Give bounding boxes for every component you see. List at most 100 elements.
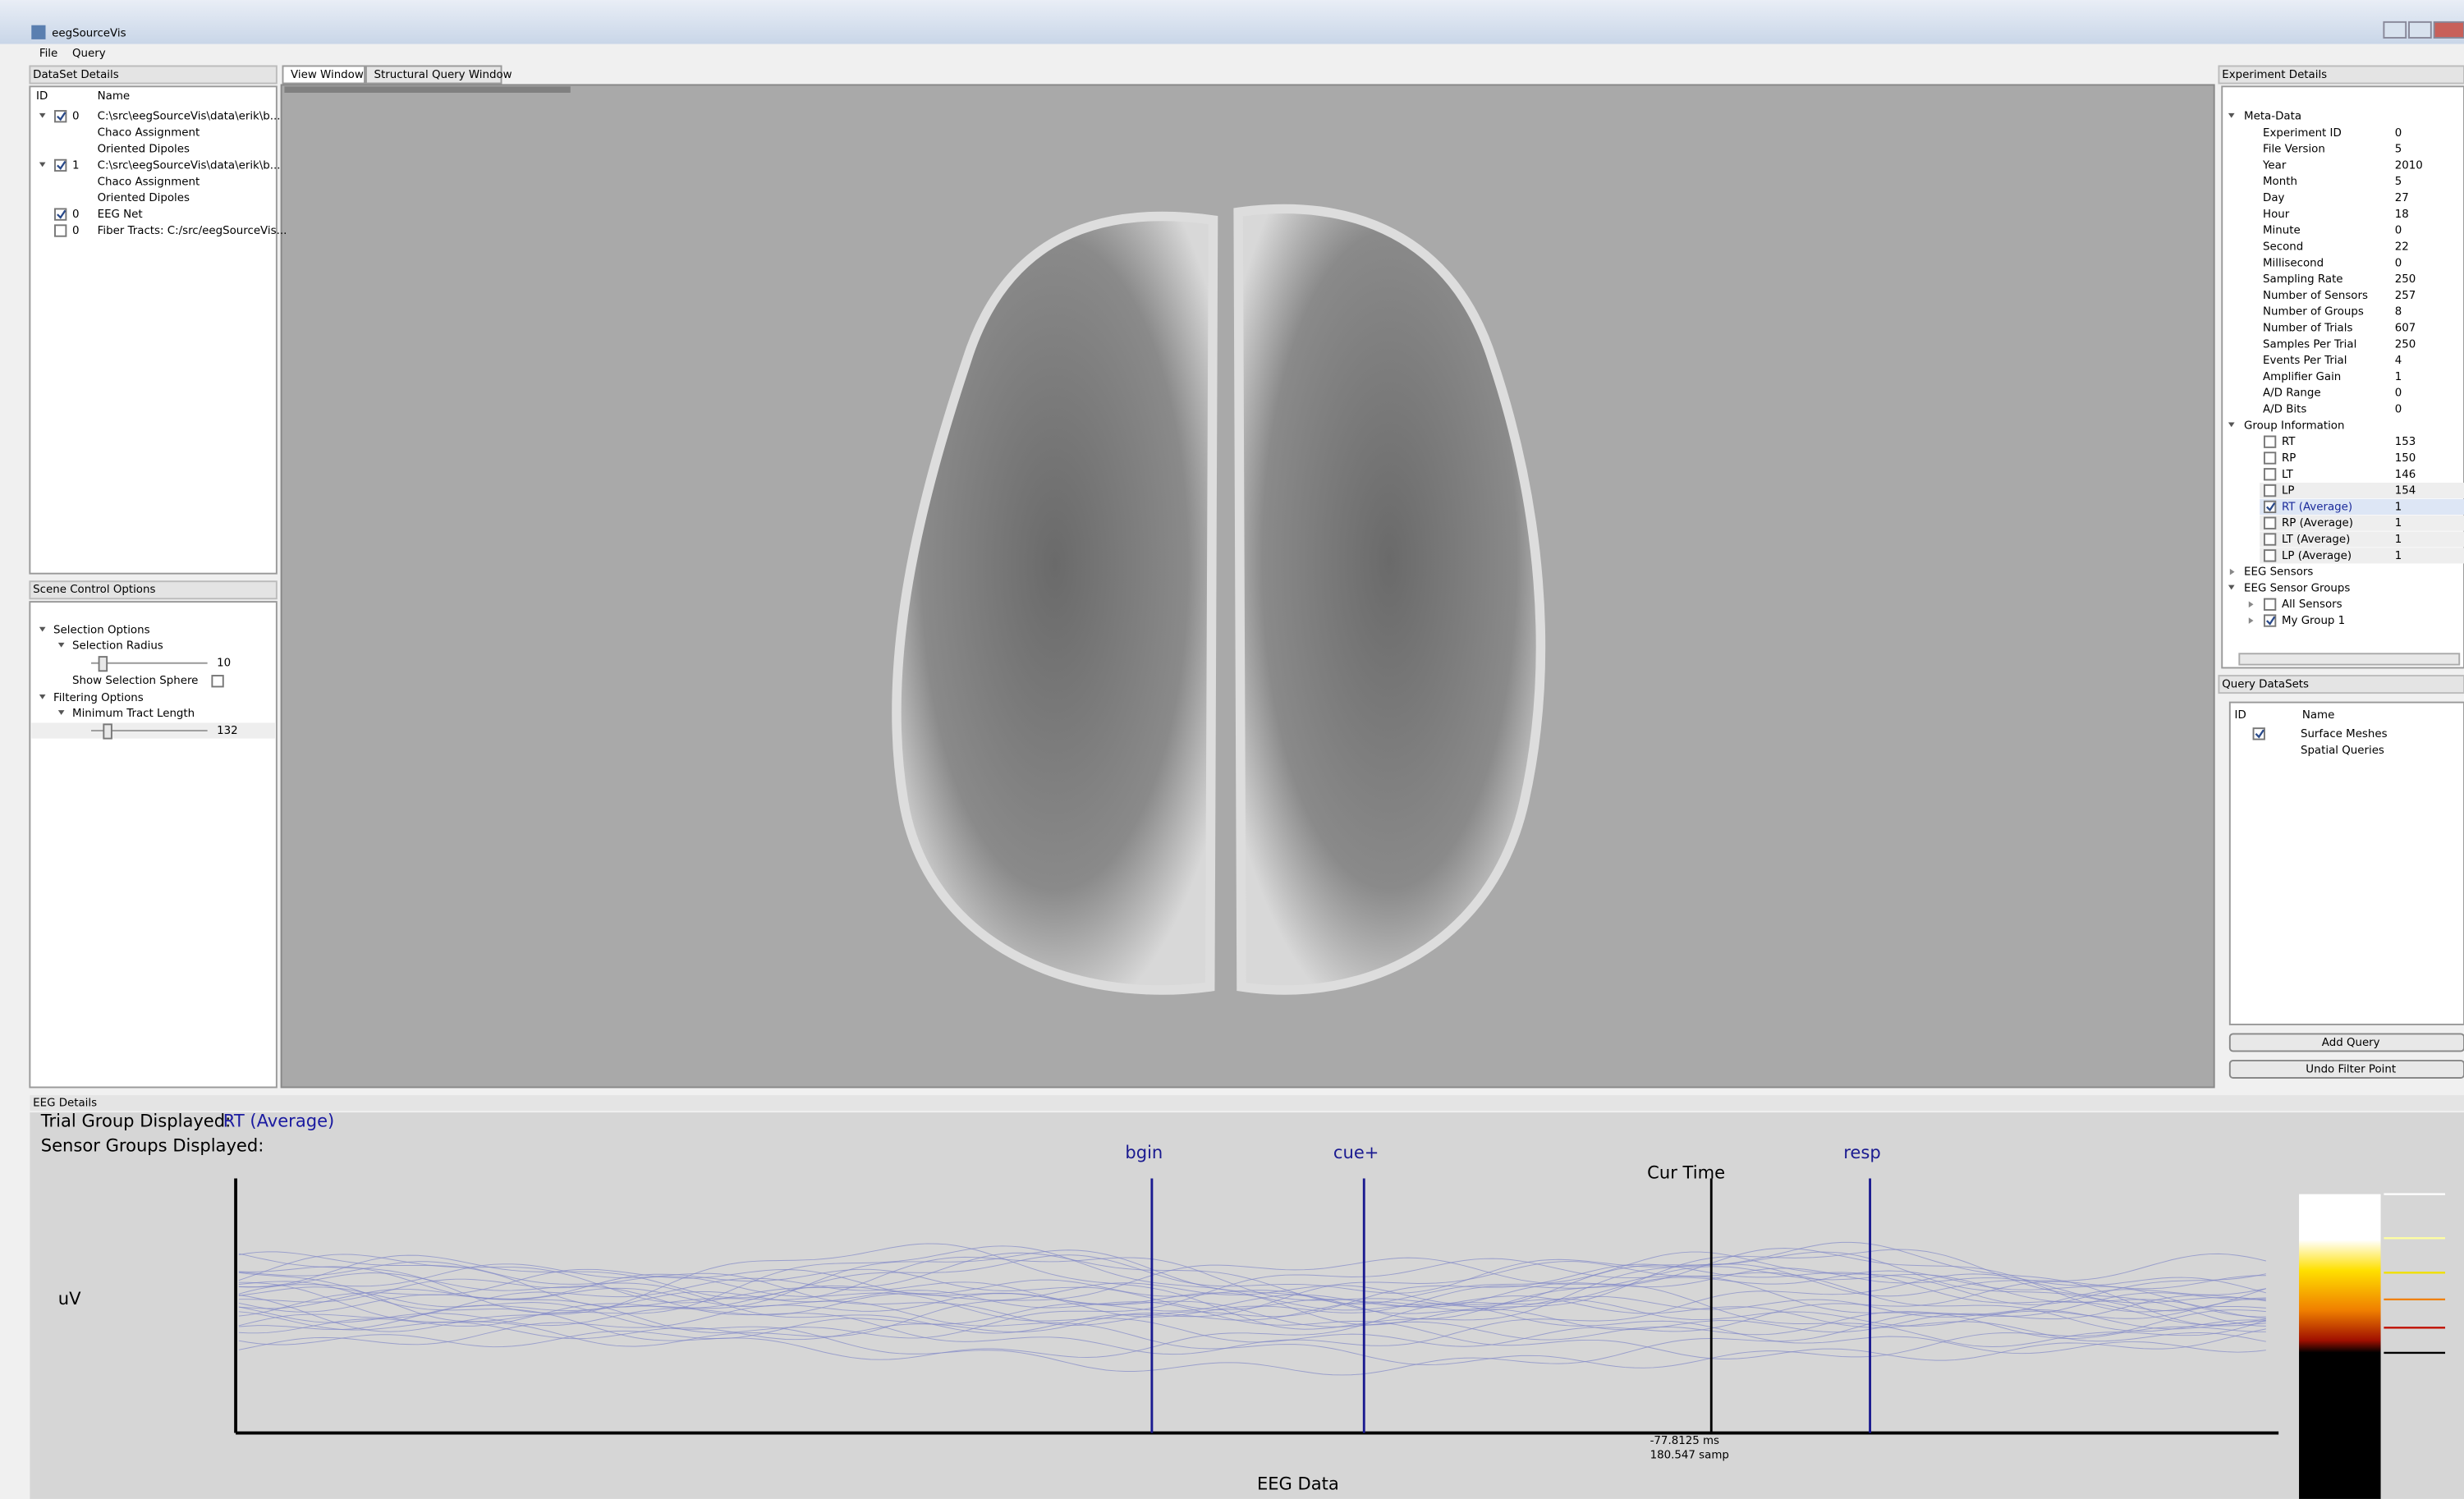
checkbox[interactable] xyxy=(2263,614,2277,627)
color-bar xyxy=(2299,1194,2381,1499)
expander xyxy=(57,710,65,715)
checkbox[interactable] xyxy=(54,110,67,123)
tab[interactable] xyxy=(282,65,365,85)
checkbox[interactable] xyxy=(2263,435,2277,448)
group-name: RT (Average) xyxy=(2282,501,2352,513)
group-name: LT xyxy=(2282,469,2294,481)
brain-render xyxy=(892,204,1546,995)
field-name: Samples Per Trial xyxy=(2263,338,2356,351)
eeg-trace xyxy=(238,1261,2266,1334)
panel-header xyxy=(29,580,278,600)
checkmark xyxy=(2265,616,2276,626)
close-button[interactable] xyxy=(2433,21,2464,39)
progress-bar xyxy=(284,86,571,93)
checkmark xyxy=(57,160,67,171)
minimize-button[interactable] xyxy=(2383,21,2407,39)
field-value: 1 xyxy=(2395,371,2402,383)
checkbox[interactable] xyxy=(54,158,67,172)
row-name: Chaco Assignment xyxy=(98,127,200,140)
checkbox[interactable] xyxy=(2263,500,2277,514)
event-label: bgin xyxy=(1125,1142,1163,1162)
column-header: Name xyxy=(2302,709,2334,722)
row-name: Oriented Dipoles xyxy=(98,192,190,204)
checkbox[interactable] xyxy=(2263,468,2277,481)
checkbox[interactable] xyxy=(2263,533,2277,546)
expander xyxy=(57,642,65,648)
label: Selection Radius xyxy=(72,640,163,653)
checkbox[interactable] xyxy=(54,224,67,237)
expander xyxy=(2229,568,2235,575)
group-name: RP (Average) xyxy=(2282,517,2353,529)
button[interactable] xyxy=(2228,1033,2464,1052)
row-alt xyxy=(2260,531,2464,548)
field-value: 0 xyxy=(2395,404,2402,416)
cur-time-samp: 180.547 samp xyxy=(1650,1449,1729,1461)
button[interactable] xyxy=(2228,1059,2464,1079)
eeg-trace xyxy=(238,1292,2266,1355)
row-name: EEG Net xyxy=(98,209,143,221)
label: Minimum Tract Length xyxy=(72,708,195,720)
tab[interactable] xyxy=(365,65,502,85)
button-label[interactable]: Add Query xyxy=(2322,1037,2380,1049)
panel-header xyxy=(30,1095,2464,1112)
field-value: 257 xyxy=(2395,290,2416,302)
checkbox[interactable] xyxy=(2263,452,2277,465)
tab-label: Structural Query Window xyxy=(374,69,512,81)
row-alt xyxy=(2260,515,2464,531)
checkmark xyxy=(2255,729,2264,739)
field-value: 5 xyxy=(2395,144,2402,156)
eeg-trace xyxy=(238,1294,2266,1348)
tab-label: View Window xyxy=(291,69,364,81)
checkbox[interactable] xyxy=(2263,516,2277,529)
scrollbar[interactable] xyxy=(2238,653,2461,666)
row-id: 0 xyxy=(72,111,80,123)
field-name: Minute xyxy=(2263,225,2301,237)
sensor-group-name: My Group 1 xyxy=(2282,615,2345,627)
slider-handle[interactable] xyxy=(98,656,108,672)
checkbox[interactable] xyxy=(2263,549,2277,562)
expander xyxy=(39,112,46,118)
expander xyxy=(2228,584,2235,590)
eeg-trace xyxy=(238,1263,2266,1326)
eeg-trace xyxy=(238,1277,2266,1341)
group-value: 1 xyxy=(2395,517,2402,529)
checkbox[interactable] xyxy=(211,675,224,688)
app-icon xyxy=(31,25,46,39)
group-name: RT xyxy=(2282,436,2296,448)
checkbox[interactable] xyxy=(2252,727,2265,740)
panel-header xyxy=(2218,65,2464,85)
checkbox[interactable] xyxy=(2263,484,2277,497)
field-name: Year xyxy=(2262,159,2287,172)
field-name: File Version xyxy=(2263,144,2325,156)
field-value: 0 xyxy=(2395,257,2402,269)
column-header: ID xyxy=(36,90,48,103)
right-hemisphere xyxy=(1233,204,1546,995)
label: Sensor Groups Displayed: xyxy=(41,1135,264,1155)
panel-title: Scene Control Options xyxy=(33,584,155,596)
label: Filtering Options xyxy=(53,692,144,704)
eeg-trace xyxy=(238,1287,2266,1368)
eeg-trace xyxy=(238,1295,2266,1341)
maximize-button[interactable] xyxy=(2408,21,2432,39)
field-value: 2010 xyxy=(2395,159,2423,172)
menu-item[interactable]: File xyxy=(39,48,57,60)
column-header: Name xyxy=(98,90,130,103)
panel-header xyxy=(2218,675,2464,694)
event-label: resp xyxy=(1843,1142,1880,1162)
eeg-traces xyxy=(238,1241,2266,1376)
x-axis-label: EEG Data xyxy=(1257,1474,1339,1494)
checkbox[interactable] xyxy=(2263,598,2277,611)
field-name: Events Per Trial xyxy=(2263,355,2347,367)
dataset-tree xyxy=(29,85,278,575)
group-value: 154 xyxy=(2395,485,2416,497)
group-value: 146 xyxy=(2395,469,2416,481)
slider-handle[interactable] xyxy=(103,723,112,740)
row-name: C:\src\eegSourceVis\data\erik\b... xyxy=(98,111,281,123)
menu-item[interactable]: Query xyxy=(72,48,106,60)
field-value: 0 xyxy=(2395,387,2402,400)
field-value: 18 xyxy=(2395,209,2409,221)
checkbox[interactable] xyxy=(54,208,67,221)
expander xyxy=(2248,601,2254,608)
field-name: Number of Sensors xyxy=(2263,290,2368,302)
button-label[interactable]: Undo Filter Point xyxy=(2306,1063,2396,1075)
